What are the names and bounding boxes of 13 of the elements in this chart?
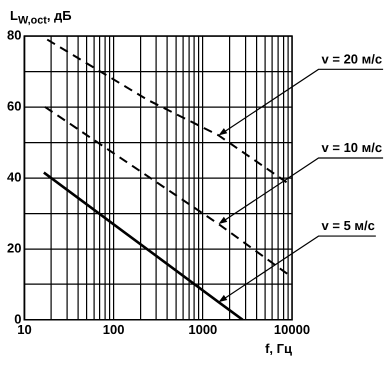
y-tick-label: 60 [6,98,22,114]
x-tick-label: 1000 [188,322,218,338]
y-tick-label: 0 [14,311,22,326]
y-axis-title: L$_{W,oct}$, дБ [10,8,72,27]
y-tick-label: 20 [6,240,22,256]
y-tick-label: 40 [6,169,22,184]
x-axis-title: f, Гц [265,340,292,356]
x-tick-label: 10000 [274,322,310,338]
x-tick-label: 100 [102,322,124,338]
text: v = 5 м/с [322,218,375,234]
text: v = 10 м/с [322,140,382,156]
text: v = 20 м/с [322,51,382,66]
y-tick-label: 80 [6,28,22,43]
